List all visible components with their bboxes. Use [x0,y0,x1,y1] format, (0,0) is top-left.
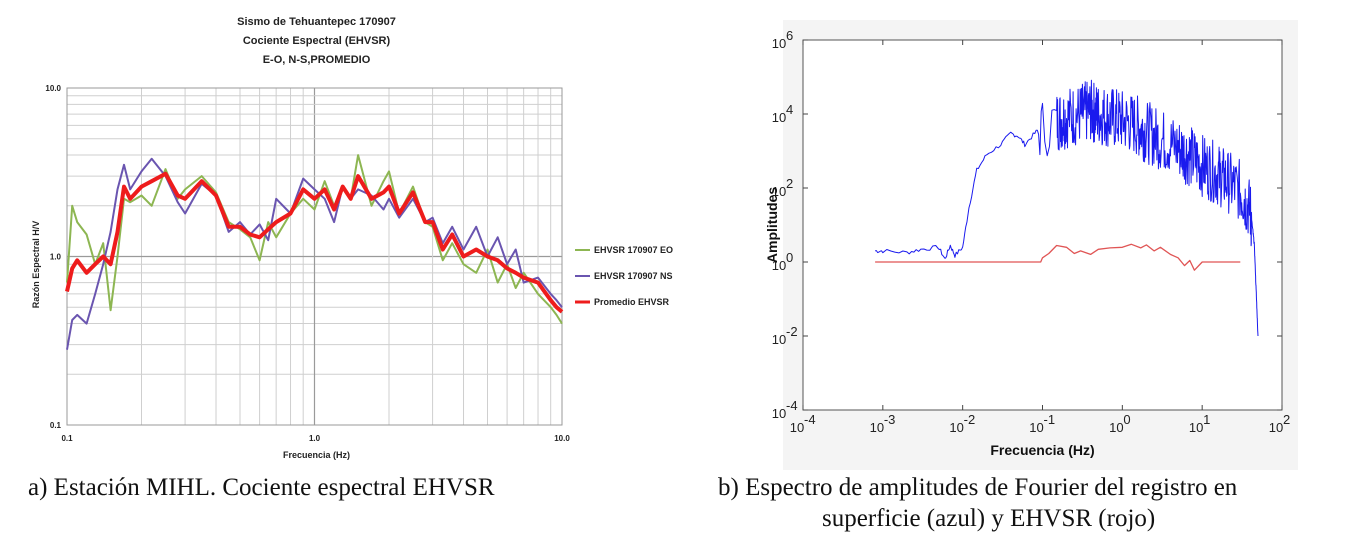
chart-a-x-axis-label: Frecuencia (Hz) [283,450,350,460]
chart-b-series-ehvsr-line [875,243,1241,271]
chart-b-tick-marks [802,39,1283,411]
chart-b-x-tick-label: 10 [949,420,963,435]
chart-a-y-tick-0.1: 0.1 [50,421,62,430]
chart-b-x-tick-label: 10 [1109,420,1123,435]
chart-a-plot-frame [66,87,563,426]
chart-a-x-tick-0.1: 0.1 [61,434,73,443]
caption-b-line-2: superficie (azul) y EHVSR (rojo) [822,505,1156,532]
chart-b-x-tick-exponent: -4 [804,412,816,427]
chart-b-background [783,20,1298,470]
chart-a-series-ns-line [66,157,563,350]
chart-b-x-tick-exponent: 1 [1203,412,1210,427]
chart-a-legend-label-ns: EHVSR 170907 NS [594,271,673,281]
chart-a-legend-label-promedio: Promedio EHVSR [594,297,670,307]
chart-b-x-tick-label: 10 [1189,420,1203,435]
chart-a: Sismo de Tehuantepec 170907 Cociente Esp… [31,16,673,460]
chart-b-x-tick-exponent: 2 [1283,412,1290,427]
chart-b-y-tick-label: 10 [772,332,786,347]
chart-b-y-tick-exponent: -2 [786,324,798,339]
chart-a-title-line-1: Sismo de Tehuantepec 170907 [237,16,396,28]
caption-a: a) Estación MIHL. Cociente espectral EHV… [28,474,495,501]
chart-b-x-axis-label: Frecuencia (Hz) [990,442,1094,458]
chart-b-x-tick-label: 10 [790,420,804,435]
chart-a-title-line-3: E-O, N-S,PROMEDIO [263,54,371,66]
chart-b-y-tick-label: 10 [772,110,786,125]
chart-b-x-tick-label: 10 [870,420,884,435]
chart-a-title-line-2: Cociente Espectral (EHVSR) [243,35,391,47]
chart-b-y-tick-exponent: 0 [786,250,793,265]
chart-b-x-tick-label: 10 [1269,420,1283,435]
chart-b-x-tick-exponent: 0 [1123,412,1130,427]
chart-b-x-tick-exponent: -2 [964,412,976,427]
chart-b-y-tick-exponent: 6 [786,28,793,43]
chart-b-series-superficie-line [874,79,1259,337]
chart-b-y-tick-exponent: 2 [786,176,793,191]
caption-b-line-1: b) Espectro de amplitudes de Fourier del… [718,474,1238,501]
chart-a-y-tick-1.0: 1.0 [50,253,62,262]
chart-b-y-tick-label: 10 [772,258,786,273]
chart-b-y-axis-label: Amplitudes [764,187,780,263]
chart-a-y-axis-label: Razón Espectral H/V [31,221,41,309]
chart-a-x-tick-1.0: 1.0 [309,434,321,443]
chart-b-y-tick-label: 10 [772,36,786,51]
chart-a-legend-label-eo: EHVSR 170907 EO [594,245,673,255]
chart-a-y-tick-10.0: 10.0 [45,84,61,93]
chart-a-series-eo-line [66,154,563,325]
chart-b-x-tick-label: 10 [1029,420,1043,435]
chart-b-x-tick-exponent: -3 [884,412,896,427]
chart-a-x-tick-10.0: 10.0 [554,434,570,443]
chart-b-y-tick-label: 10 [772,406,786,421]
chart-b-y-tick-exponent: 4 [786,102,793,117]
chart-b-y-tick-exponent: -4 [786,398,798,413]
chart-b-y-tick-label: 10 [772,184,786,199]
chart-b-plot-background [803,40,1282,410]
chart-b-x-tick-exponent: -1 [1044,412,1056,427]
chart-a-series-promedio-line [65,171,564,314]
chart-a-legend: EHVSR 170907 EO EHVSR 170907 NS Promedio… [575,245,673,307]
